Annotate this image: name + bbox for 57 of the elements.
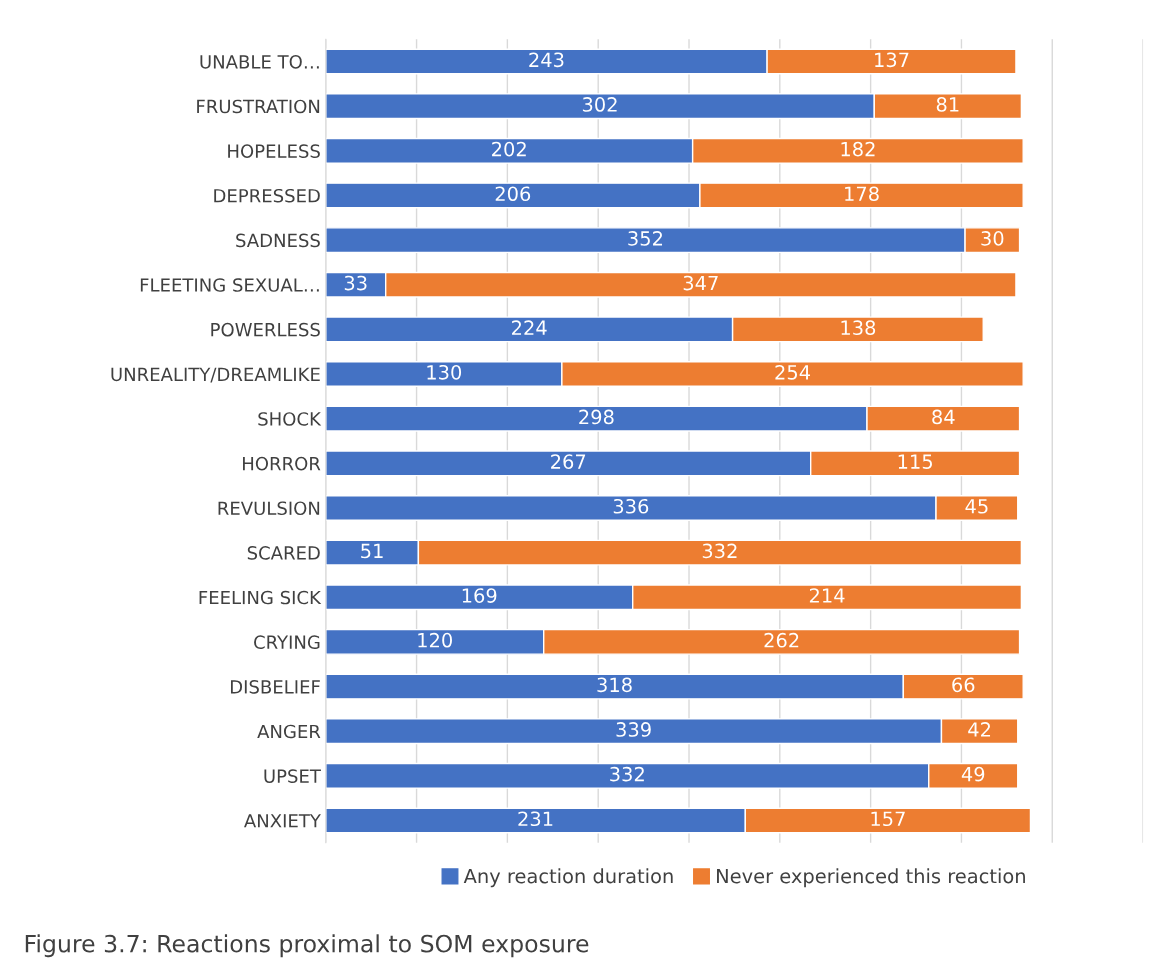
data-label: 178	[845, 186, 879, 202]
data-label: 120	[418, 632, 452, 648]
data-label: 267	[551, 454, 586, 469]
y-tick-label: HORROR	[243, 456, 321, 471]
y-tick-label: FLEETING SEXUAL…	[140, 278, 319, 292]
y-tick-label: REVULSION	[218, 501, 320, 516]
data-label: 51	[361, 543, 383, 559]
data-label: 318	[597, 677, 632, 693]
legend-label: Any reaction duration	[463, 868, 673, 888]
y-tick-label: UNREALITY/DREAMLIKE	[111, 367, 320, 383]
data-label: 84	[932, 409, 955, 425]
data-label: 66	[952, 677, 975, 693]
data-label: 49	[961, 766, 985, 782]
y-tick-label: ANXIETY	[244, 814, 321, 828]
data-label: 137	[875, 52, 909, 68]
data-label: 332	[702, 543, 737, 559]
y-tick-label: CRYING	[254, 635, 320, 650]
data-label: 33	[344, 275, 367, 291]
y-tick-label: SHOCK	[258, 412, 322, 426]
legend-label: Never experienced this reaction	[717, 868, 1025, 888]
y-tick-label: ANGER	[257, 724, 321, 739]
y-tick-label: UPSET	[264, 769, 321, 783]
data-label: 224	[512, 320, 547, 335]
data-label: 254	[775, 364, 810, 380]
data-label: 243	[529, 52, 564, 68]
data-label: 81	[936, 97, 959, 112]
y-tick-label: SADNESS	[236, 233, 320, 248]
data-label: 347	[683, 275, 718, 291]
data-label: 298	[579, 409, 614, 425]
data-label: 182	[841, 141, 875, 157]
data-label: 262	[764, 632, 799, 648]
data-label: 302	[582, 97, 617, 112]
y-tick-label: DEPRESSED	[214, 188, 320, 203]
data-label: 157	[871, 811, 905, 827]
data-label: 339	[616, 722, 651, 737]
y-tick-label: HOPELESS	[228, 144, 320, 158]
data-label: 206	[495, 186, 531, 202]
y-tick-label: POWERLESS	[211, 322, 320, 337]
data-label: 130	[427, 364, 462, 380]
data-label: 138	[841, 320, 876, 336]
caption: Figure 3.7: Reactions proximal to SOM exposure	[25, 934, 589, 958]
data-label: 332	[610, 766, 644, 782]
data-label: 169	[462, 588, 497, 603]
y-tick-label: SCARED	[247, 546, 320, 560]
data-label: 336	[613, 498, 649, 514]
y-tick-label: DISBELIEF	[230, 680, 320, 694]
y-tick-label: FRUSTRATION	[197, 99, 320, 114]
y-tick-label: UNABLE TO…	[200, 54, 319, 69]
data-label: 202	[492, 141, 526, 157]
data-label: 45	[965, 499, 988, 514]
data-label: 231	[518, 811, 553, 827]
data-label: 352	[628, 231, 663, 246]
data-label: 30	[981, 231, 1004, 246]
data-label: 115	[898, 454, 932, 469]
data-label: 214	[809, 588, 845, 603]
data-label: 42	[968, 722, 991, 737]
y-tick-label: FEELING SICK	[199, 590, 322, 605]
